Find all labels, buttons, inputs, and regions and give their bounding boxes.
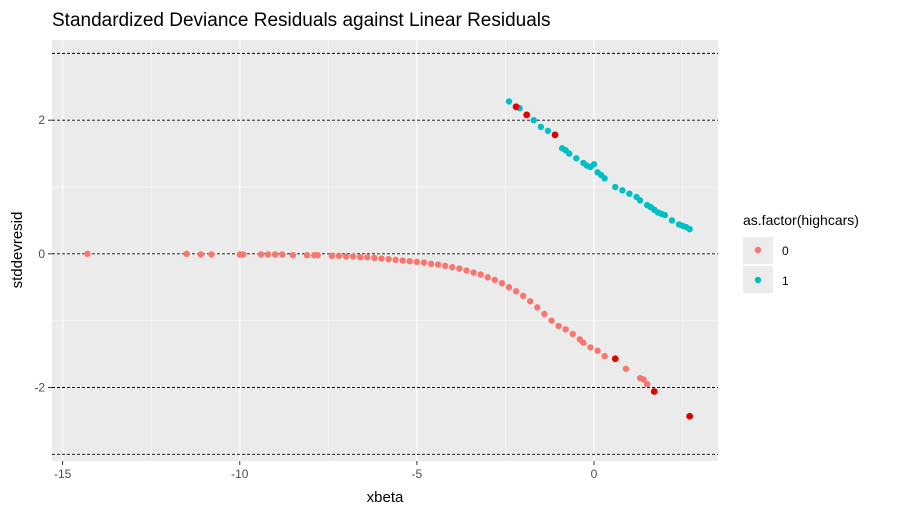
highlighted-point <box>686 412 694 420</box>
point-series-0 <box>392 256 399 264</box>
point-series-0 <box>562 326 569 333</box>
point-series-1 <box>601 175 608 182</box>
highlighted-points <box>512 103 694 420</box>
point-series-0 <box>364 253 371 261</box>
point-series-0 <box>434 261 442 268</box>
highlighted-point <box>611 355 619 363</box>
x-axis-ticks: -15 -10 -5 0 <box>54 461 598 481</box>
point-series-0 <box>303 251 311 259</box>
point-series-0 <box>208 251 215 258</box>
highlighted-point <box>650 388 658 395</box>
point-series-0 <box>385 255 392 263</box>
y-axis-title: stddevresid <box>9 212 26 289</box>
x-tick-label: 0 <box>591 467 598 481</box>
point-series-0 <box>534 304 541 311</box>
point-series-0 <box>84 250 91 258</box>
point-series-0 <box>555 322 562 330</box>
legend-swatch-1 <box>754 276 762 284</box>
x-tick-label: -5 <box>412 467 423 481</box>
point-series-0 <box>357 253 364 261</box>
chart-title: Standardized Deviance Residuals against … <box>52 10 551 31</box>
reference-lines <box>52 52 718 455</box>
highlighted-point <box>551 131 559 139</box>
point-series-1 <box>686 225 693 233</box>
point-series-0 <box>456 265 463 272</box>
point-series-0 <box>580 339 587 346</box>
point-series-0 <box>622 365 630 372</box>
point-series-0 <box>519 292 527 300</box>
point-series-0 <box>342 253 350 260</box>
point-series-0 <box>491 276 499 284</box>
point-series-1 <box>566 150 573 157</box>
point-series-1 <box>619 187 626 194</box>
plot-panel <box>52 40 718 461</box>
point-series-0 <box>548 317 555 324</box>
point-series-0 <box>264 251 272 258</box>
point-series-0 <box>335 252 343 260</box>
point-series-1 <box>668 217 676 224</box>
point-series-0 <box>463 267 470 274</box>
point-series-0 <box>420 259 428 266</box>
point-series-0 <box>640 376 647 383</box>
point-series-0 <box>527 298 534 305</box>
point-series-1 <box>590 161 598 168</box>
y-tick-label: -2 <box>34 380 45 394</box>
point-series-1 <box>636 197 644 204</box>
x-tick-label: -15 <box>54 467 72 481</box>
point-series-0 <box>271 251 279 258</box>
point-series-0 <box>505 284 513 291</box>
highlighted-point <box>523 111 531 119</box>
point-series-0 <box>240 251 247 258</box>
point-series-0 <box>541 310 548 318</box>
point-series-0 <box>449 264 456 271</box>
legend-title: as.factor(highcars) <box>743 212 859 228</box>
point-series-0 <box>484 274 491 281</box>
point-series-1 <box>626 190 633 197</box>
point-series-0 <box>470 269 477 276</box>
point-series-0 <box>399 257 406 264</box>
point-series-0 <box>413 258 421 266</box>
point-series-0 <box>289 251 297 259</box>
data-points <box>84 98 693 388</box>
point-series-0 <box>594 347 601 354</box>
legend-label-1: 1 <box>782 274 789 288</box>
point-series-0 <box>498 280 506 287</box>
point-series-1 <box>612 183 619 191</box>
point-series-0 <box>569 330 576 338</box>
point-series-0 <box>442 262 449 270</box>
highlighted-point <box>512 103 520 111</box>
point-series-1 <box>661 211 669 219</box>
point-series-0 <box>587 344 594 351</box>
point-series-0 <box>257 251 265 258</box>
point-series-0 <box>512 288 520 295</box>
point-series-0 <box>406 257 413 265</box>
point-series-0 <box>378 255 385 262</box>
point-series-0 <box>477 271 484 278</box>
y-tick-label: 0 <box>38 247 45 261</box>
point-series-0 <box>427 260 435 268</box>
x-tick-label: -10 <box>231 467 249 481</box>
point-series-0 <box>314 251 321 259</box>
point-series-0 <box>371 254 378 262</box>
point-series-1 <box>573 155 580 162</box>
y-axis-ticks: -2 0 2 <box>34 113 52 394</box>
x-axis-title: xbeta <box>367 489 404 506</box>
y-tick-label: 2 <box>38 113 45 127</box>
point-series-0 <box>643 380 651 388</box>
legend-swatch-0 <box>754 246 762 254</box>
point-series-0 <box>197 251 204 258</box>
point-series-1 <box>530 116 537 124</box>
point-series-0 <box>279 251 286 258</box>
point-series-1 <box>537 123 545 131</box>
point-series-0 <box>349 253 357 260</box>
legend: as.factor(highcars) 0 1 <box>743 212 859 293</box>
legend-label-0: 0 <box>782 244 789 258</box>
point-series-1 <box>505 98 513 105</box>
point-series-0 <box>601 352 608 360</box>
point-series-0 <box>328 252 336 260</box>
point-series-1 <box>544 127 552 135</box>
point-series-0 <box>183 250 190 258</box>
